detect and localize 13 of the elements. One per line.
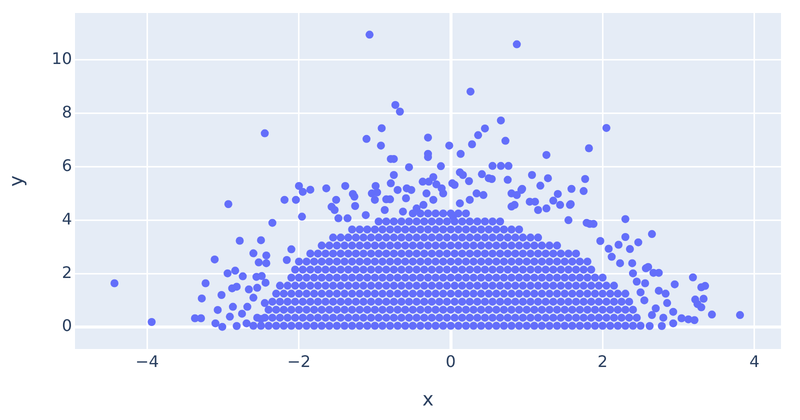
- x-tick-label: 4: [749, 352, 760, 371]
- x-tick-label: −2: [287, 352, 311, 371]
- x-tick-label: 0: [446, 352, 456, 371]
- y-tick-label: 2: [62, 262, 72, 282]
- y-axis-title: y: [5, 175, 28, 187]
- x-tick-label: −4: [135, 352, 159, 371]
- y-tick-label: 8: [62, 102, 72, 122]
- y-tick-label: 10: [52, 48, 72, 68]
- x-tick-label: 2: [598, 352, 608, 371]
- y-tick-label: 6: [62, 156, 72, 175]
- y-tick-label: 4: [62, 209, 72, 228]
- x-axis-title: x: [422, 388, 434, 411]
- y-tick-label: 0: [62, 316, 72, 336]
